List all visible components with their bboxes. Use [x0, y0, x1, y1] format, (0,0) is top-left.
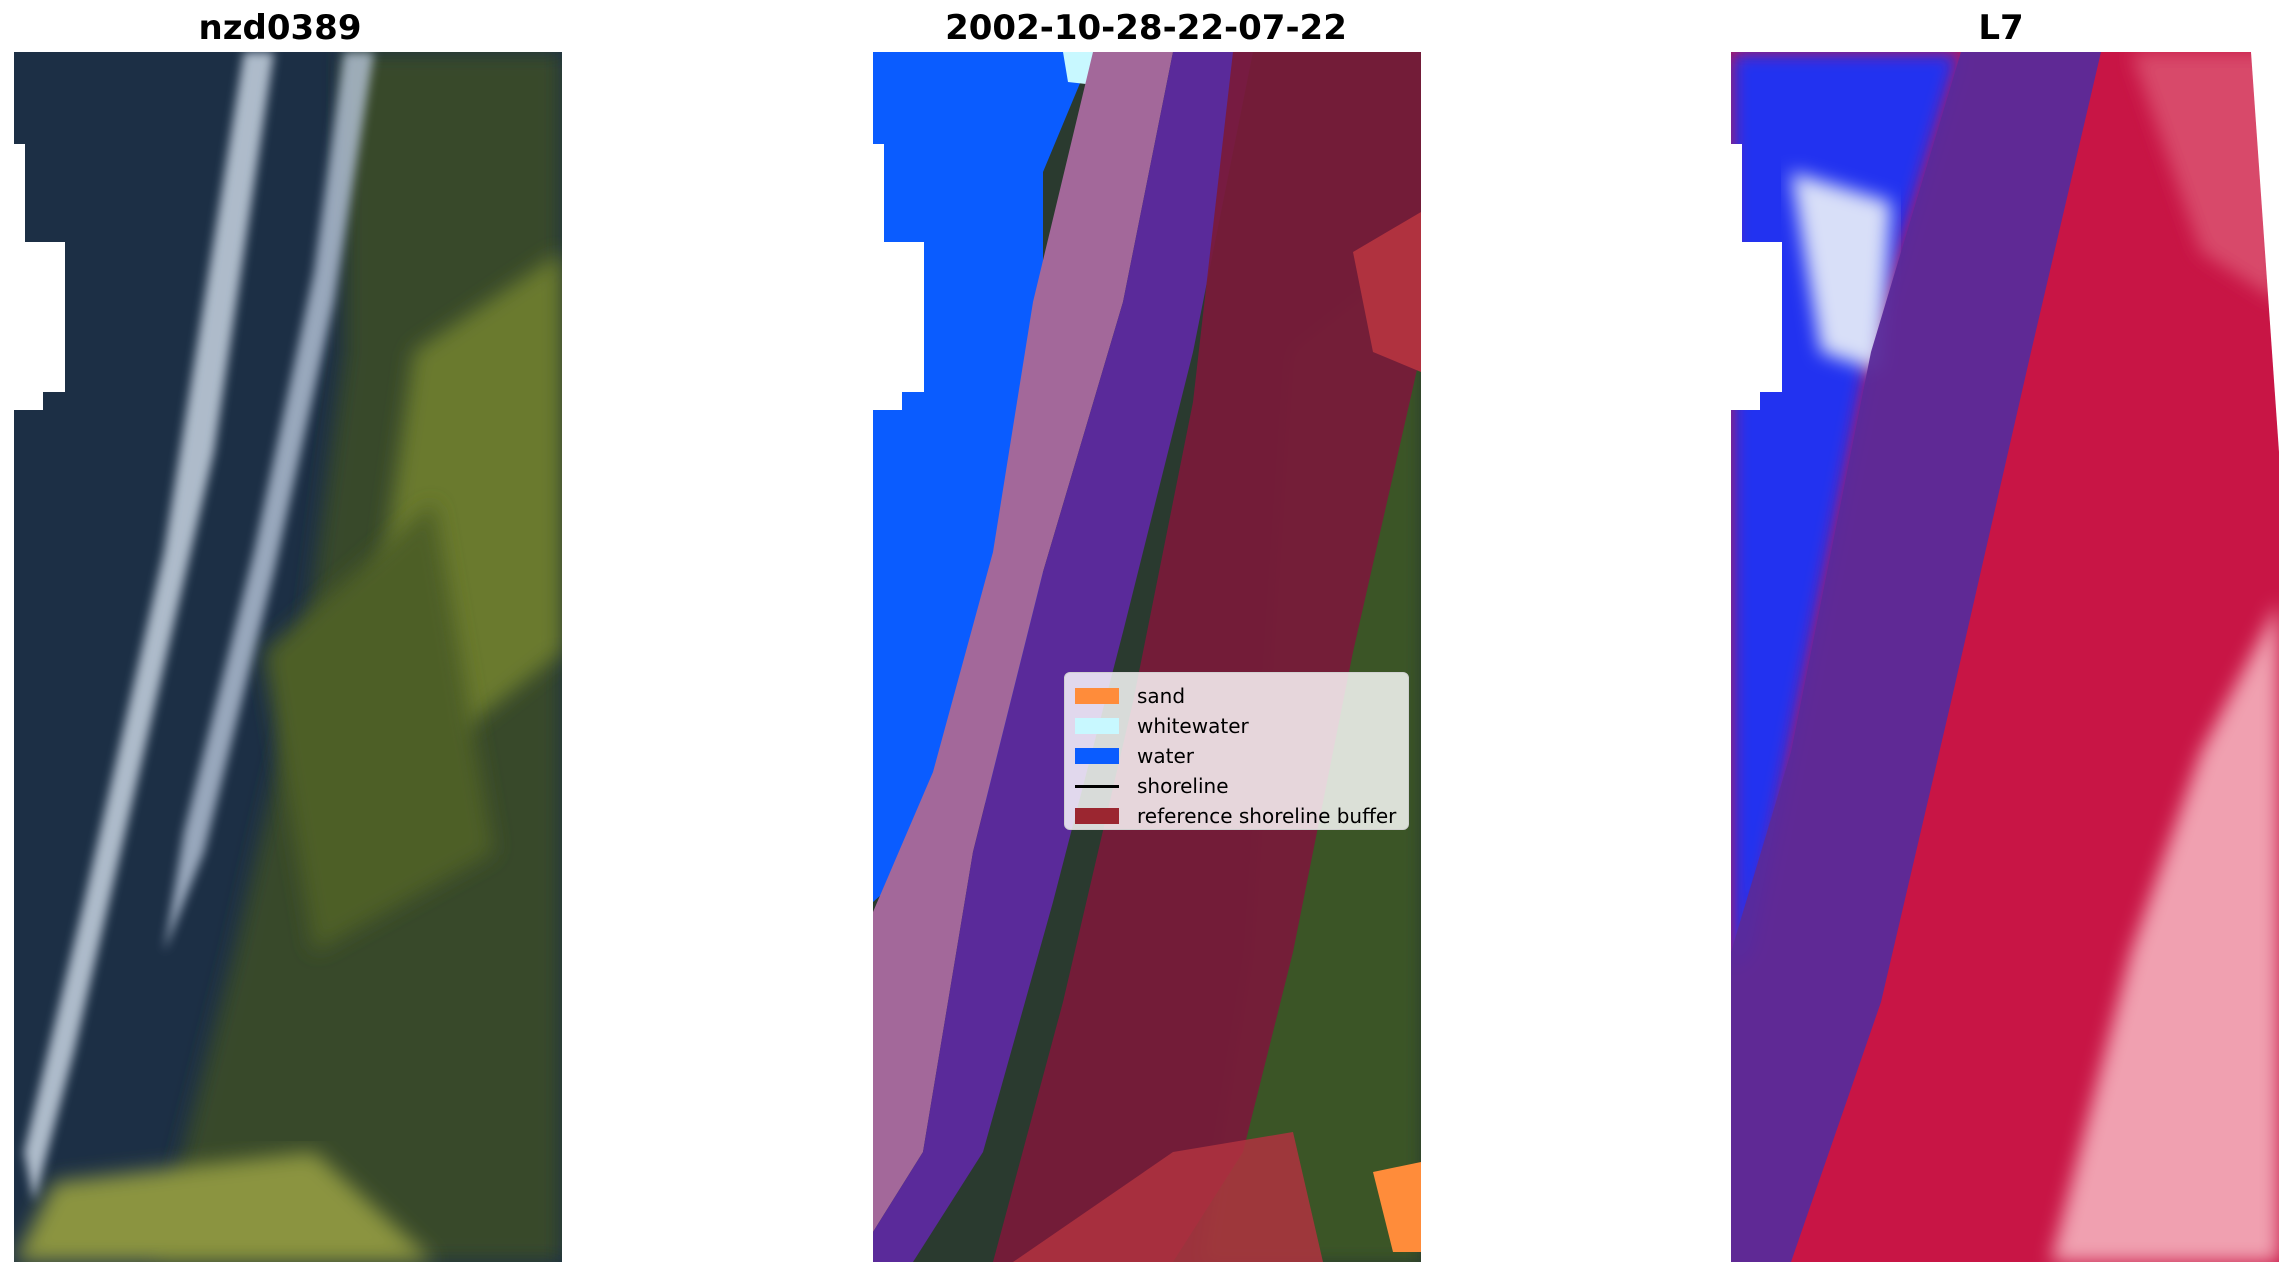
legend-label-water: water: [1137, 744, 1194, 768]
legend-swatch-water: [1075, 748, 1119, 764]
classification-image: [873, 52, 1421, 1262]
legend-item-whitewater: whitewater: [1075, 711, 1398, 741]
rgb-image-graphic: [14, 52, 562, 1262]
panel-rgb: nzd0389: [0, 0, 560, 1283]
legend-label-sand: sand: [1137, 684, 1186, 708]
panel-title-classification: 2002-10-28-22-07-22: [945, 8, 1347, 48]
legend-label-whitewater: whitewater: [1137, 714, 1249, 738]
panel-title-rgb: nzd0389: [198, 8, 362, 48]
legend-label-reference-buffer: reference shoreline buffer: [1137, 804, 1397, 828]
legend-item-reference-buffer: reference shoreline buffer: [1075, 801, 1398, 831]
legend-item-shoreline: shoreline: [1075, 771, 1398, 801]
panel-title-index: L7: [1978, 8, 2024, 48]
index-graphic: [1731, 52, 2279, 1262]
legend-swatch-sand: [1075, 688, 1119, 704]
panel-index: L7: [1721, 0, 2281, 1283]
legend-swatch-reference-buffer: [1075, 808, 1119, 824]
legend-label-shoreline: shoreline: [1137, 774, 1229, 798]
panel-classification: 2002-10-28-22-07-22: [866, 0, 1426, 1283]
legend-item-sand: sand: [1075, 681, 1398, 711]
rgb-image: [14, 52, 562, 1262]
index-image: [1731, 52, 2279, 1262]
legend-item-water: water: [1075, 741, 1398, 771]
legend: sand whitewater water shoreline referenc…: [1064, 672, 1409, 830]
legend-swatch-whitewater: [1075, 718, 1119, 734]
legend-swatch-shoreline: [1075, 784, 1119, 788]
classification-graphic: [873, 52, 1421, 1262]
